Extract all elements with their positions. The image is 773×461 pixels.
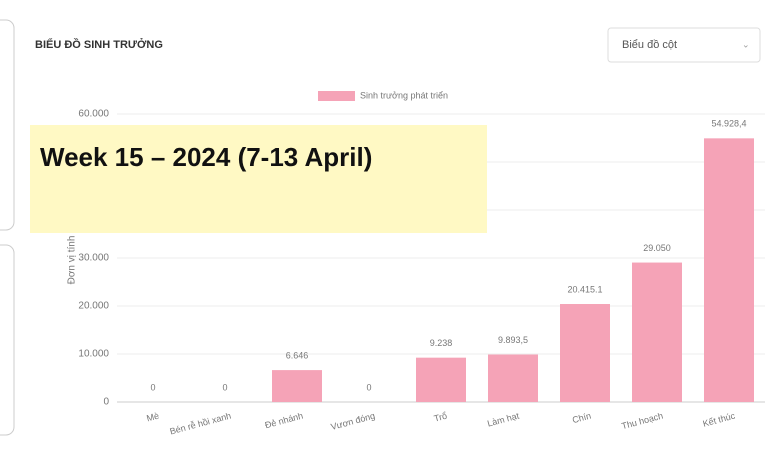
value-label: 54.928,4 — [711, 119, 746, 129]
bar — [632, 262, 682, 402]
legend-label: Sinh trưởng phát triển — [360, 90, 448, 100]
value-label: 9.238 — [430, 338, 453, 348]
y-tick-label: 0 — [103, 397, 109, 408]
overlay-text: Week 15 – 2024 (7-13 April) — [40, 142, 373, 172]
value-label: 9.893,5 — [498, 335, 528, 345]
value-label: 0 — [222, 382, 227, 392]
select-arrow: ⌄ — [742, 39, 750, 49]
week-overlay: Week 15 – 2024 (7-13 April) — [30, 125, 487, 233]
chart-type-select[interactable] — [607, 27, 761, 63]
value-label: 0 — [366, 382, 371, 392]
value-label: 29.050 — [643, 243, 671, 253]
y-tick-label: 60.000 — [78, 109, 109, 120]
y-tick-label: 30.000 — [78, 253, 109, 264]
x-tick-label: Thu hoạch — [620, 411, 664, 432]
bar — [704, 138, 754, 402]
x-tick-label: Trổ — [433, 411, 448, 424]
x-tick-label: Vươn đóng — [330, 411, 377, 432]
bar — [488, 354, 538, 402]
legend-swatch — [318, 91, 355, 101]
x-tick-label: Đẻ nhánh — [264, 411, 304, 431]
value-label: 6.646 — [286, 350, 309, 360]
x-tick-label: Làm hạt — [486, 410, 520, 428]
x-tick-label: Bén rễ hồi xanh — [169, 411, 232, 437]
x-tick-label: Kết thúc — [702, 410, 737, 428]
y-axis-label: Đơn vị tính — [67, 236, 78, 285]
side-card — [0, 244, 15, 436]
chart-title: BIỂU ĐỒ SINH TRƯỞNG — [35, 38, 163, 51]
y-tick-label: 20.000 — [78, 301, 109, 312]
y-tick-label: 10.000 — [78, 349, 109, 360]
x-tick-label: Chín — [571, 411, 592, 426]
side-card — [0, 19, 15, 231]
bar — [272, 370, 322, 402]
select-label[interactable]: Biểu đồ cột — [622, 39, 677, 51]
bar — [560, 304, 610, 402]
bar — [416, 357, 466, 402]
value-label: 0 — [150, 382, 155, 392]
x-tick-label: Mè — [145, 411, 160, 424]
value-label: 20.415.1 — [567, 284, 602, 294]
